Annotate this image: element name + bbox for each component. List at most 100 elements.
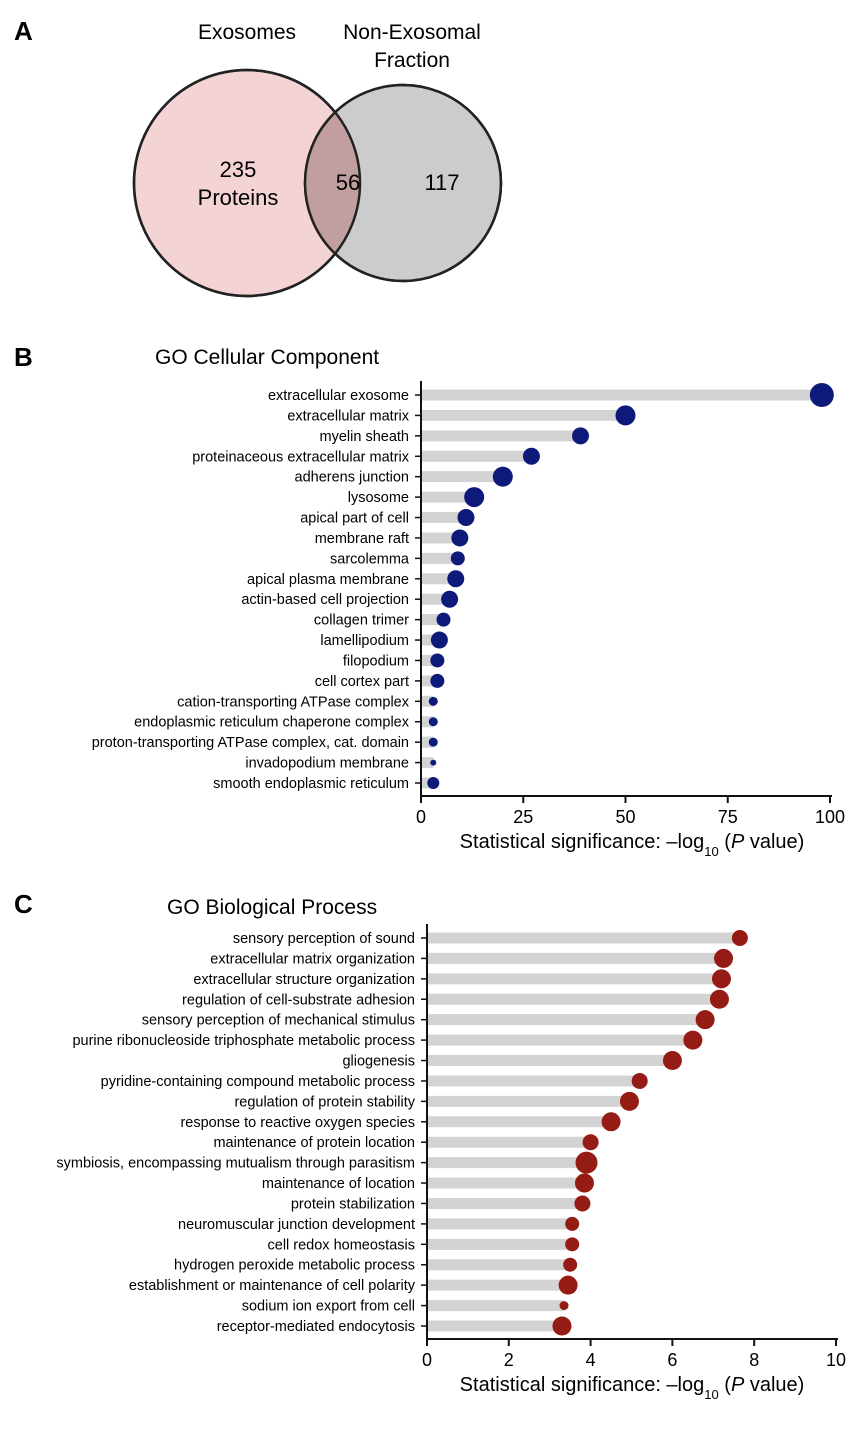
category-label: response to reactive oxygen species <box>180 1115 415 1131</box>
panel-letter: B <box>14 342 33 372</box>
x-tick-label: 4 <box>586 1350 596 1370</box>
data-point <box>683 1030 703 1050</box>
category-label: extracellular matrix <box>287 408 409 424</box>
data-point <box>430 673 445 688</box>
x-tick-label: 2 <box>504 1350 514 1370</box>
data-point <box>574 1195 591 1212</box>
chart-title: GO Biological Process <box>167 896 377 919</box>
biological-process-panel: C GO Biological Process sensory perception… <box>14 889 846 1402</box>
x-tick-label: 75 <box>718 807 738 827</box>
venn-outline-non-exosomal <box>303 83 503 283</box>
x-axis-label-open: ( <box>719 1374 732 1396</box>
category-label: neuromuscular junction development <box>178 1217 415 1233</box>
x-tick-label: 50 <box>615 807 635 827</box>
venn-right-title-line2: Fraction <box>374 49 450 72</box>
x-axis-label-prefix: Statistical significance: –log <box>460 831 705 853</box>
category-label: collagen trimer <box>314 613 409 629</box>
category-label: smooth endoplasmic reticulum <box>213 776 409 792</box>
venn-left-count: 235 <box>220 157 257 182</box>
category-label: protein stabilization <box>291 1196 415 1212</box>
category-label: actin-based cell projection <box>241 592 409 608</box>
category-label: extracellular structure organization <box>193 972 415 988</box>
x-tick-label: 6 <box>667 1350 677 1370</box>
category-label: filopodium <box>343 653 409 669</box>
data-point <box>563 1257 578 1272</box>
category-label: sensory perception of sound <box>233 931 415 947</box>
cellular-component-panel: B GO Cellular Component extracellular exos… <box>14 342 845 859</box>
data-point <box>714 948 734 968</box>
category-label: lysosome <box>348 490 409 506</box>
x-tick-label: 0 <box>422 1350 432 1370</box>
chart-title: GO Cellular Component <box>155 346 379 369</box>
category-label: apical plasma membrane <box>247 572 409 588</box>
category-label: sarcolemma <box>330 551 410 567</box>
category-label: extracellular matrix organization <box>210 951 415 967</box>
category-label: membrane raft <box>315 531 409 547</box>
data-point <box>428 737 438 747</box>
data-point <box>436 612 451 627</box>
data-point <box>559 1301 569 1311</box>
data-point <box>430 653 445 668</box>
category-label: invadopodium membrane <box>245 756 409 772</box>
panel-letter-a: A <box>14 16 33 46</box>
category-label: cation-transporting ATPase complex <box>177 694 410 710</box>
category-label: maintenance of location <box>262 1176 415 1192</box>
category-label: symbiosis, encompassing mutualism throug… <box>56 1156 415 1172</box>
data-point <box>492 466 513 487</box>
data-point <box>450 551 465 566</box>
venn-outline-exosomes <box>132 68 362 298</box>
category-label: sodium ion export from cell <box>242 1299 415 1315</box>
data-point <box>572 427 590 445</box>
category-label: proteinaceous extracellular matrix <box>192 449 410 465</box>
category-label: gliogenesis <box>342 1054 415 1070</box>
category-label: extracellular exosome <box>268 388 409 404</box>
category-label: establishment or maintenance of cell pol… <box>129 1278 416 1294</box>
x-tick-label: 10 <box>826 1350 846 1370</box>
category-label: regulation of cell-substrate adhesion <box>182 992 415 1008</box>
data-point <box>574 1173 594 1193</box>
x-axis-label-suffix: value) <box>744 1374 804 1396</box>
x-tick-label: 0 <box>416 807 426 827</box>
data-point <box>565 1216 580 1231</box>
data-point <box>619 1091 639 1111</box>
panel-letter: C <box>14 889 33 919</box>
data-point <box>464 487 485 508</box>
data-point <box>522 447 540 465</box>
venn-right-count: 117 <box>424 170 459 195</box>
x-axis-label-sub: 10 <box>704 844 718 859</box>
data-point <box>711 969 731 989</box>
data-point <box>457 509 475 527</box>
data-point <box>601 1112 621 1132</box>
data-point <box>631 1072 648 1089</box>
data-point <box>695 1010 715 1030</box>
x-axis-label: Statistical significance: –log10 (P valu… <box>460 831 805 859</box>
data-point <box>565 1237 580 1252</box>
data-point <box>428 696 438 706</box>
category-label: maintenance of protein location <box>213 1135 415 1151</box>
x-axis-label-suffix: value) <box>744 831 804 853</box>
x-axis-label-italic: P <box>731 831 745 853</box>
data-point <box>430 759 437 766</box>
venn-left-unit: Proteins <box>198 185 279 210</box>
data-point <box>441 590 459 608</box>
category-label: hydrogen peroxide metabolic process <box>174 1258 415 1274</box>
category-label: apical part of cell <box>300 511 409 527</box>
data-point <box>552 1316 572 1336</box>
category-label: cell redox homeostasis <box>268 1237 416 1253</box>
x-tick-label: 8 <box>749 1350 759 1370</box>
data-point <box>809 383 834 407</box>
data-point <box>615 405 636 426</box>
venn-panel: A Exosomes Non-Exosomal Fraction 235 Pro… <box>14 16 503 298</box>
x-axis-label-open: ( <box>719 831 732 853</box>
x-tick-label: 100 <box>815 807 845 827</box>
data-point <box>428 717 438 727</box>
venn-left-title: Exosomes <box>198 21 296 44</box>
data-point <box>427 777 440 789</box>
data-point <box>662 1051 682 1071</box>
category-label: myelin sheath <box>320 429 409 445</box>
data-point <box>709 989 729 1009</box>
data-point <box>430 631 448 649</box>
x-axis-label-sub: 10 <box>704 1387 718 1402</box>
venn-right-title-line1: Non-Exosomal <box>343 21 481 44</box>
